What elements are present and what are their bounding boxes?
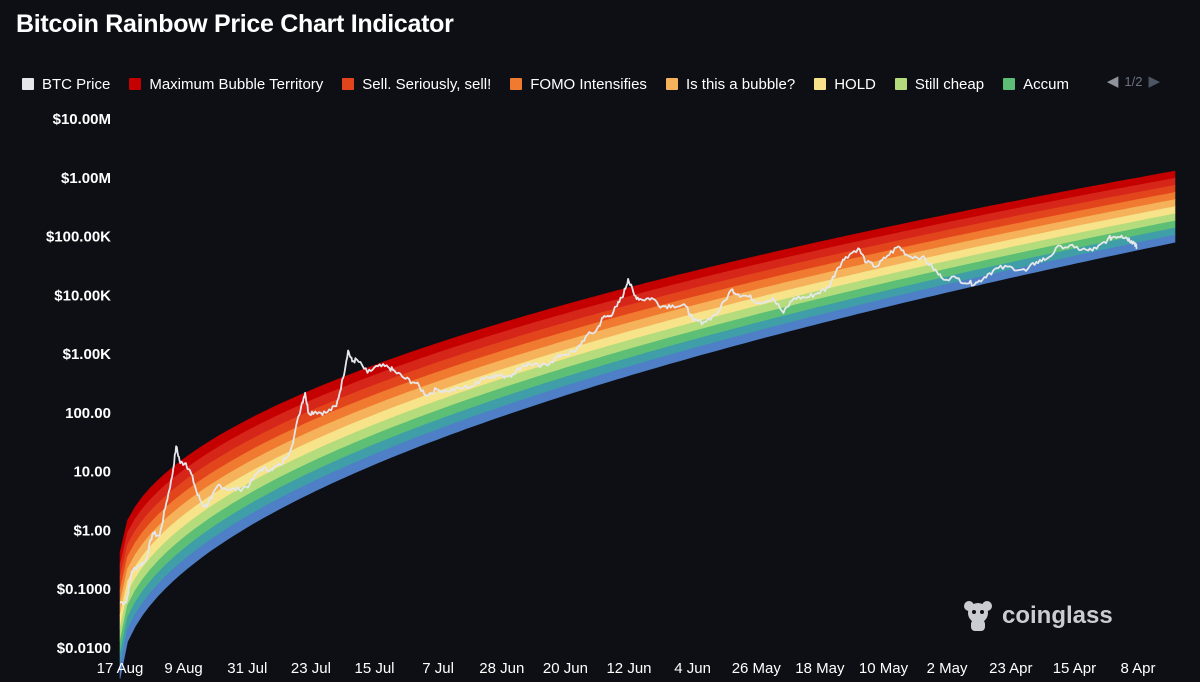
x-tick-label: 23 Jul (291, 660, 331, 677)
legend-swatch-still-cheap (894, 78, 907, 90)
legend-prev-icon[interactable]: ◀ (1106, 73, 1119, 90)
x-tick-label: 15 Jul (354, 660, 394, 677)
coinglass-watermark: coinglass (960, 598, 1113, 634)
legend-label-hold: HOLD (834, 75, 876, 93)
rainbow-band-10 (119, 234, 1176, 679)
legend-label-accum: Accum (1023, 75, 1069, 93)
x-tick-label: 26 May (732, 660, 782, 677)
y-tick-label: $10.00M (53, 111, 111, 128)
legend-next-icon[interactable]: ▶ (1148, 73, 1160, 90)
legend-item-hold[interactable]: HOLD (814, 76, 876, 93)
rainbow-bands (119, 170, 1176, 679)
y-axis: $10.00M $1.00M $100.00K $10.00K $1.00K 100.00… (46, 111, 111, 657)
y-tick-label: $0.0100 (57, 640, 111, 657)
y-tick-label: $0.1000 (57, 581, 111, 598)
chart-title: Bitcoin Rainbow Price Chart Indicator (16, 10, 454, 38)
y-tick-label: $10.00K (54, 287, 111, 304)
legend-swatch-is-this-a-bubble (665, 78, 678, 90)
legend-swatch-sell-seriously-sell (342, 78, 355, 90)
x-tick-label: 4 Jun (674, 660, 711, 677)
y-tick-label: $1.00M (61, 170, 111, 187)
legend-swatch-maximum-bubble-territory (129, 78, 142, 90)
x-tick-label: 9 Aug (164, 660, 202, 677)
legend-label-btc-price: BTC Price (42, 75, 111, 93)
y-tick-label: $1.00 (73, 522, 111, 539)
x-tick-label: 20 Jun (543, 660, 588, 677)
legend-pagination: ◀ 1/2 ▶ (1101, 72, 1166, 90)
legend-swatch-hold (814, 78, 827, 90)
legend-swatch-fomo-intensifies (510, 78, 523, 90)
legend-page-indicator: 1/2 (1124, 73, 1143, 89)
legend-item-btc-price[interactable]: BTC Price (22, 76, 110, 93)
legend-item-is-this-a-bubble[interactable]: Is this a bubble? (665, 75, 796, 93)
x-tick-label: 8 Apr (1120, 660, 1155, 677)
x-tick-label: 12 Jun (606, 660, 651, 677)
y-tick-label: $100.00K (46, 229, 111, 246)
legend-item-maximum-bubble-territory[interactable]: Maximum Bubble Territory (129, 76, 323, 93)
x-tick-label: 15 Apr (1053, 660, 1096, 677)
legend-item-sell-seriously-sell[interactable]: Sell. Seriously, sell! (342, 76, 491, 93)
x-tick-label: 31 Jul (227, 660, 267, 677)
legend-label-still-cheap: Still cheap (914, 75, 985, 93)
y-tick-label: 100.00 (65, 405, 111, 422)
y-tick-label: 10.00 (73, 464, 111, 481)
legend-label-is-this-a-bubble: Is this a bubble? (685, 75, 796, 93)
btc-price-line (120, 234, 1138, 606)
legend-item-still-cheap[interactable]: Still cheap (894, 75, 985, 93)
legend-label-sell-seriously-sell: Sell. Seriously, sell! (362, 75, 492, 93)
legend-label-maximum-bubble-territory: Maximum Bubble Territory (149, 75, 324, 93)
x-tick-label: 17 Aug (97, 660, 144, 677)
x-axis: 17 Aug 9 Aug 31 Jul 23 Jul 15 Jul 7 Jul 28 Jun… (97, 660, 1156, 677)
x-tick-label: 18 May (795, 660, 845, 677)
legend-swatch-btc-price (22, 78, 34, 90)
legend-item-fomo-intensifies[interactable]: FOMO Intensifies (510, 76, 647, 93)
chart-legend: BTC Price Maximum Bubble Territory Sell.… (22, 72, 1200, 96)
x-tick-label: 10 May (859, 660, 909, 677)
x-tick-label: 7 Jul (422, 660, 454, 677)
coinglass-logo-icon (964, 601, 992, 631)
legend-item-accum[interactable]: Accum (1003, 76, 1069, 93)
x-tick-label: 28 Jun (479, 660, 524, 677)
x-tick-label: 23 Apr (989, 660, 1032, 677)
btc-price-series (120, 234, 1138, 606)
legend-swatch-accum (1003, 78, 1016, 90)
legend-label-fomo-intensifies: FOMO Intensifies (530, 75, 647, 93)
y-tick-label: $1.00K (63, 346, 112, 363)
x-tick-label: 2 May (927, 660, 968, 677)
watermark-text: coinglass (1002, 602, 1113, 629)
